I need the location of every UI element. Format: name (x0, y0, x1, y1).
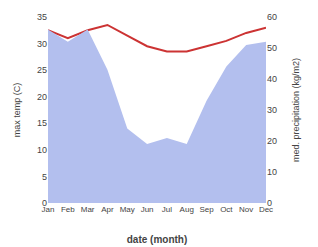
svg-text:Aug: Aug (180, 205, 194, 214)
svg-text:Apr: Apr (101, 205, 114, 214)
svg-text:med. precipitation (kg/m2): med. precipitation (kg/m2) (291, 58, 301, 162)
svg-text:May: May (120, 205, 135, 214)
svg-text:Jul: Jul (162, 205, 172, 214)
svg-text:Nov: Nov (239, 205, 253, 214)
svg-text:30: 30 (37, 39, 47, 49)
svg-text:15: 15 (37, 118, 47, 128)
svg-text:Jun: Jun (141, 205, 154, 214)
svg-text:Oct: Oct (220, 205, 233, 214)
svg-text:25: 25 (37, 65, 47, 75)
svg-text:Mar: Mar (81, 205, 95, 214)
svg-text:0: 0 (42, 198, 47, 208)
svg-text:10: 10 (37, 145, 47, 155)
svg-text:0: 0 (267, 198, 272, 208)
svg-text:60: 60 (267, 12, 277, 22)
svg-text:20: 20 (37, 92, 47, 102)
svg-text:20: 20 (267, 136, 277, 146)
svg-text:Dec: Dec (259, 205, 273, 214)
svg-text:5: 5 (42, 172, 47, 182)
svg-text:10: 10 (267, 167, 277, 177)
svg-text:Jan: Jan (42, 205, 55, 214)
svg-text:Feb: Feb (61, 205, 75, 214)
svg-text:30: 30 (267, 105, 277, 115)
svg-text:50: 50 (267, 43, 277, 53)
svg-text:date (month): date (month) (127, 234, 188, 245)
svg-text:Sep: Sep (199, 205, 214, 214)
svg-text:35: 35 (37, 12, 47, 22)
svg-text:40: 40 (267, 74, 277, 84)
svg-text:max temp (C): max temp (C) (12, 83, 22, 138)
